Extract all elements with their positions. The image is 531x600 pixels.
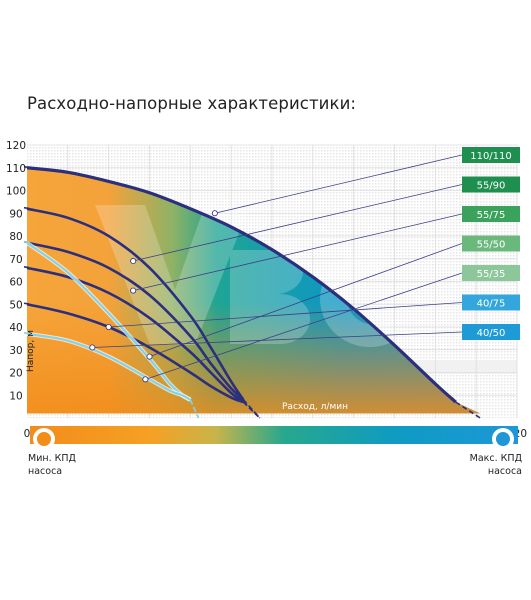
curve-head-40-75 (23, 241, 32, 244)
operating-point (89, 344, 96, 351)
y-tick-label: 60 (9, 277, 22, 289)
max-efficiency-label: Макс. КПД насоса (466, 452, 522, 478)
legend-item-55-90: 55/90 (462, 176, 520, 193)
y-tick-label: 120 (6, 140, 26, 152)
legend-item-55-50: 55/50 (462, 235, 520, 252)
legend-label: 55/75 (477, 210, 506, 221)
efficiency-fill (27, 167, 481, 414)
watermark-v-shape (95, 205, 250, 345)
x-axis-label: Расход, л/мин (282, 402, 348, 412)
y-tick-label: 30 (9, 345, 22, 357)
max-efficiency-marker (492, 428, 514, 450)
curve-tail-110-110 (455, 401, 481, 419)
min-efficiency-label-line1: Мин. КПД (28, 453, 76, 464)
operating-point (142, 376, 149, 383)
y-tick-label: 100 (6, 186, 26, 198)
y-tick-label: 40 (9, 322, 22, 334)
legend-item-110-110: 110/110 (462, 147, 520, 163)
curve-tail-55-35 (242, 401, 261, 419)
leader-line (214, 154, 463, 214)
min-efficiency-marker (33, 428, 55, 450)
legend-label: 40/50 (477, 328, 506, 339)
curve-55-75 (26, 241, 245, 401)
leader-line (133, 184, 463, 262)
curve-tail-40-50 (189, 399, 200, 419)
operating-points (89, 210, 218, 383)
y-axis-label: Напор, м (26, 330, 36, 372)
curve-55-90 (26, 207, 245, 401)
curve-40-50 (26, 332, 191, 401)
legend-box (462, 294, 520, 311)
leader-line (108, 302, 463, 328)
legend-box (462, 176, 520, 193)
y-tick-label: 80 (9, 231, 22, 243)
leader-line (92, 331, 463, 348)
y-tick-label: 10 (9, 390, 22, 402)
curve-55-35 (26, 302, 244, 404)
legend-label: 110/110 (470, 151, 512, 162)
watermark-c-shape (320, 251, 390, 347)
efficiency-area-shade (27, 167, 481, 414)
legend-item-40-50: 40/50 (462, 324, 520, 340)
leader-line (145, 272, 463, 380)
operating-point (211, 210, 218, 217)
min-efficiency-label-line2: насоса (28, 466, 63, 477)
leader-line (133, 213, 463, 291)
y-tick-label: 50 (9, 299, 22, 311)
legend-label: 55/50 (477, 240, 506, 251)
y-tick-label: 90 (9, 208, 22, 220)
max-efficiency-dot (496, 432, 510, 446)
legend-box (462, 206, 520, 222)
legend: 110/110 55/90 55/75 55/50 55/35 40/75 40/50 (462, 147, 520, 340)
max-efficiency-label-line2: насоса (487, 466, 522, 477)
page-title: Расходно-напорные характеристики: (27, 94, 357, 113)
curve-head-55-90 (23, 206, 32, 210)
legend-label: 40/75 (477, 299, 506, 310)
min-efficiency-dot (37, 432, 51, 446)
legend-item-55-75: 55/75 (462, 206, 520, 222)
legend-label: 55/35 (477, 269, 506, 280)
legend-box (462, 265, 520, 281)
curve-110-110 (26, 166, 457, 404)
curve-head-110-110 (23, 165, 32, 169)
y-tick-label: 110 (6, 163, 26, 175)
leader-line (149, 243, 463, 357)
legend-box (462, 235, 520, 252)
legend-item-40-75: 40/75 (462, 294, 520, 311)
x-tick-label: 0 (24, 428, 31, 440)
operating-point (146, 353, 153, 360)
max-efficiency-label-line1: Макс. КПД (469, 453, 522, 464)
leader-lines (92, 154, 463, 380)
y-tick-label: 20 (9, 368, 22, 380)
curve-head-40-50 (23, 332, 32, 335)
legend-item-55-35: 55/35 (462, 265, 520, 281)
legend-box (462, 324, 520, 340)
curve-head-55-50 (23, 266, 32, 269)
legend-box (462, 147, 520, 163)
curve-head-55-35 (23, 302, 32, 306)
legend-label: 55/90 (477, 181, 506, 192)
min-efficiency-label: Мин. КПД насоса (28, 452, 76, 478)
operating-point (130, 258, 137, 265)
efficiency-gradient-bar (30, 426, 518, 444)
operating-point (105, 323, 112, 330)
operating-point (130, 287, 137, 294)
y-tick-label: 70 (9, 254, 22, 266)
